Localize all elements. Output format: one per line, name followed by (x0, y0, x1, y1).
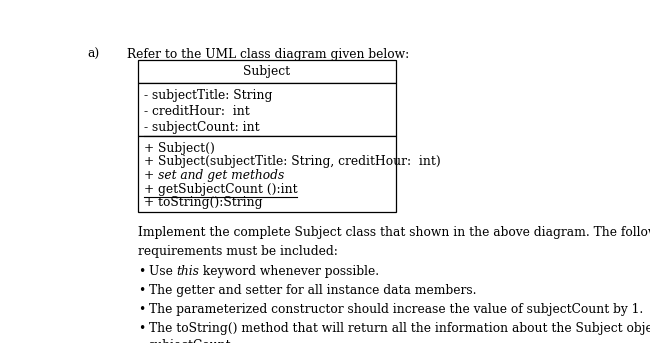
Text: The parameterized constructor should increase the value of subjectCount by 1.: The parameterized constructor should inc… (149, 303, 643, 316)
Text: keyword whenever possible.: keyword whenever possible. (200, 265, 380, 278)
Bar (138, 60, 396, 83)
Text: Implement the complete Subject class that shown in the above diagram. The follow: Implement the complete Subject class tha… (138, 226, 650, 239)
Text: The toString() method that will return all the information about the Subject obj: The toString() method that will return a… (149, 322, 650, 335)
Text: - subjectCount: int: - subjectCount: int (144, 121, 259, 134)
Text: a): a) (87, 48, 99, 61)
Bar (138, 83, 396, 136)
Text: + set and get methods: + set and get methods (144, 169, 284, 182)
Text: + Subject(): + Subject() (144, 142, 214, 155)
Bar (138, 136, 396, 212)
Text: •: • (138, 303, 145, 316)
Text: Subject: Subject (243, 65, 291, 78)
Text: this: this (177, 265, 200, 278)
Text: Refer to the UML class diagram given below:: Refer to the UML class diagram given bel… (127, 48, 409, 61)
Text: - creditHour:  int: - creditHour: int (144, 105, 250, 118)
Text: - subjectTitle: String: - subjectTitle: String (144, 89, 272, 102)
Text: The getter and setter for all instance data members.: The getter and setter for all instance d… (149, 284, 476, 297)
Text: •: • (138, 322, 145, 335)
Text: + getSubjectCount ():int: + getSubjectCount ():int (144, 183, 297, 196)
Text: requirements must be included:: requirements must be included: (138, 245, 337, 258)
Text: + toString():String: + toString():String (144, 197, 262, 210)
Text: subjectCount.: subjectCount. (149, 339, 235, 343)
Text: Use: Use (149, 265, 177, 278)
Text: •: • (138, 284, 145, 297)
Text: •: • (138, 265, 145, 278)
Text: + Subject(subjectTitle: String, creditHour:  int): + Subject(subjectTitle: String, creditHo… (144, 155, 441, 168)
